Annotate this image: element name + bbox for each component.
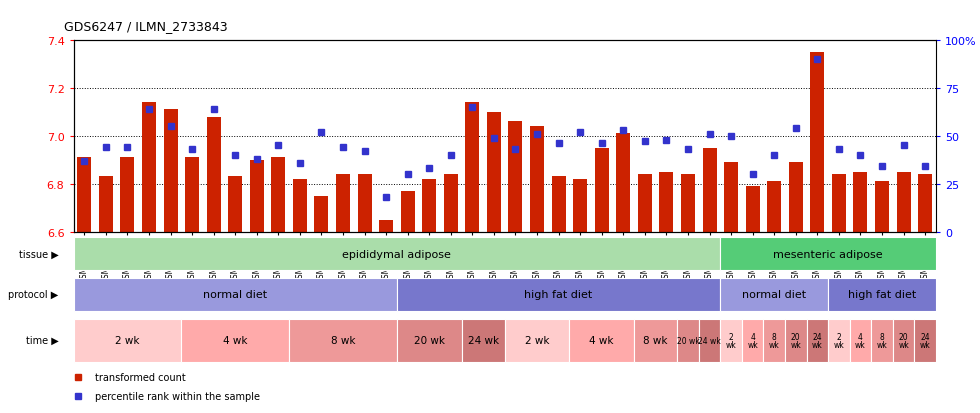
Text: mesenteric adipose: mesenteric adipose — [773, 249, 883, 259]
Bar — [99, 177, 113, 232]
Bar — [509, 122, 522, 232]
Bar — [74, 278, 397, 311]
Text: 2 wk: 2 wk — [525, 335, 549, 345]
Bar — [77, 158, 91, 232]
Bar — [789, 163, 803, 232]
Bar — [634, 319, 677, 362]
Bar — [677, 319, 699, 362]
Bar — [422, 179, 436, 232]
Bar — [854, 172, 867, 232]
Text: 20 wk: 20 wk — [414, 335, 445, 345]
Text: GDS6247 / ILMN_2733843: GDS6247 / ILMN_2733843 — [64, 20, 227, 33]
Bar — [271, 158, 285, 232]
Text: 20 wk: 20 wk — [676, 336, 700, 345]
Bar — [505, 319, 569, 362]
Text: 8 wk: 8 wk — [643, 335, 667, 345]
Bar — [681, 175, 695, 232]
Text: time ▶: time ▶ — [25, 335, 59, 345]
Bar — [703, 148, 716, 232]
Text: transformed count: transformed count — [95, 372, 186, 382]
Bar — [74, 237, 720, 271]
Text: 24 wk: 24 wk — [467, 335, 499, 345]
Bar — [595, 148, 609, 232]
Bar — [444, 175, 458, 232]
Bar — [720, 237, 936, 271]
Text: 4 wk: 4 wk — [589, 335, 613, 345]
Bar — [466, 103, 479, 232]
Text: high fat diet: high fat diet — [848, 290, 916, 299]
Bar — [462, 319, 505, 362]
Bar — [810, 53, 824, 232]
Bar — [207, 117, 220, 232]
Text: high fat diet: high fat diet — [524, 290, 593, 299]
Bar — [897, 172, 910, 232]
Bar — [638, 175, 652, 232]
Text: tissue ▶: tissue ▶ — [19, 249, 59, 259]
Text: 2 wk: 2 wk — [116, 335, 139, 345]
Bar — [807, 319, 828, 362]
Bar — [616, 134, 630, 232]
Bar — [552, 177, 565, 232]
Bar — [250, 160, 264, 232]
Text: 20
wk: 20 wk — [791, 332, 801, 349]
Bar — [358, 175, 371, 232]
Bar — [660, 172, 673, 232]
Bar — [164, 110, 177, 232]
Bar — [720, 319, 742, 362]
Text: 4
wk: 4 wk — [856, 332, 865, 349]
Bar — [289, 319, 397, 362]
Bar — [699, 319, 720, 362]
Bar — [742, 319, 763, 362]
Bar — [914, 319, 936, 362]
Text: normal diet: normal diet — [742, 290, 807, 299]
Bar — [228, 177, 242, 232]
Text: 4 wk: 4 wk — [222, 335, 247, 345]
Text: epididymal adipose: epididymal adipose — [342, 249, 452, 259]
Bar — [315, 196, 328, 232]
Text: 8
wk: 8 wk — [877, 332, 887, 349]
Bar — [918, 175, 932, 232]
Bar — [142, 103, 156, 232]
Bar — [832, 175, 846, 232]
Bar — [871, 319, 893, 362]
Text: 24
wk: 24 wk — [920, 332, 930, 349]
Bar — [401, 191, 415, 232]
Bar — [397, 278, 720, 311]
Bar — [746, 187, 760, 232]
Bar — [828, 278, 936, 311]
Text: percentile rank within the sample: percentile rank within the sample — [95, 391, 260, 401]
Text: 24
wk: 24 wk — [812, 332, 822, 349]
Bar — [828, 319, 850, 362]
Bar — [181, 319, 289, 362]
Bar — [530, 127, 544, 232]
Bar — [785, 319, 807, 362]
Text: 8
wk: 8 wk — [769, 332, 779, 349]
Bar — [487, 112, 501, 232]
Text: 2
wk: 2 wk — [834, 332, 844, 349]
Bar — [293, 179, 307, 232]
Bar — [850, 319, 871, 362]
Bar — [767, 182, 781, 232]
Text: normal diet: normal diet — [203, 290, 268, 299]
Bar — [336, 175, 350, 232]
Bar — [569, 319, 634, 362]
Bar — [121, 158, 134, 232]
Text: 8 wk: 8 wk — [330, 335, 355, 345]
Bar — [720, 278, 828, 311]
Bar — [763, 319, 785, 362]
Bar — [379, 220, 393, 232]
Text: 24 wk: 24 wk — [698, 336, 721, 345]
Text: 4
wk: 4 wk — [748, 332, 758, 349]
Text: protocol ▶: protocol ▶ — [8, 290, 59, 299]
Text: 20
wk: 20 wk — [899, 332, 908, 349]
Bar — [893, 319, 914, 362]
Bar — [875, 182, 889, 232]
Bar — [573, 179, 587, 232]
Bar — [185, 158, 199, 232]
Bar — [724, 163, 738, 232]
Bar — [74, 319, 181, 362]
Bar — [397, 319, 462, 362]
Text: 2
wk: 2 wk — [726, 332, 736, 349]
